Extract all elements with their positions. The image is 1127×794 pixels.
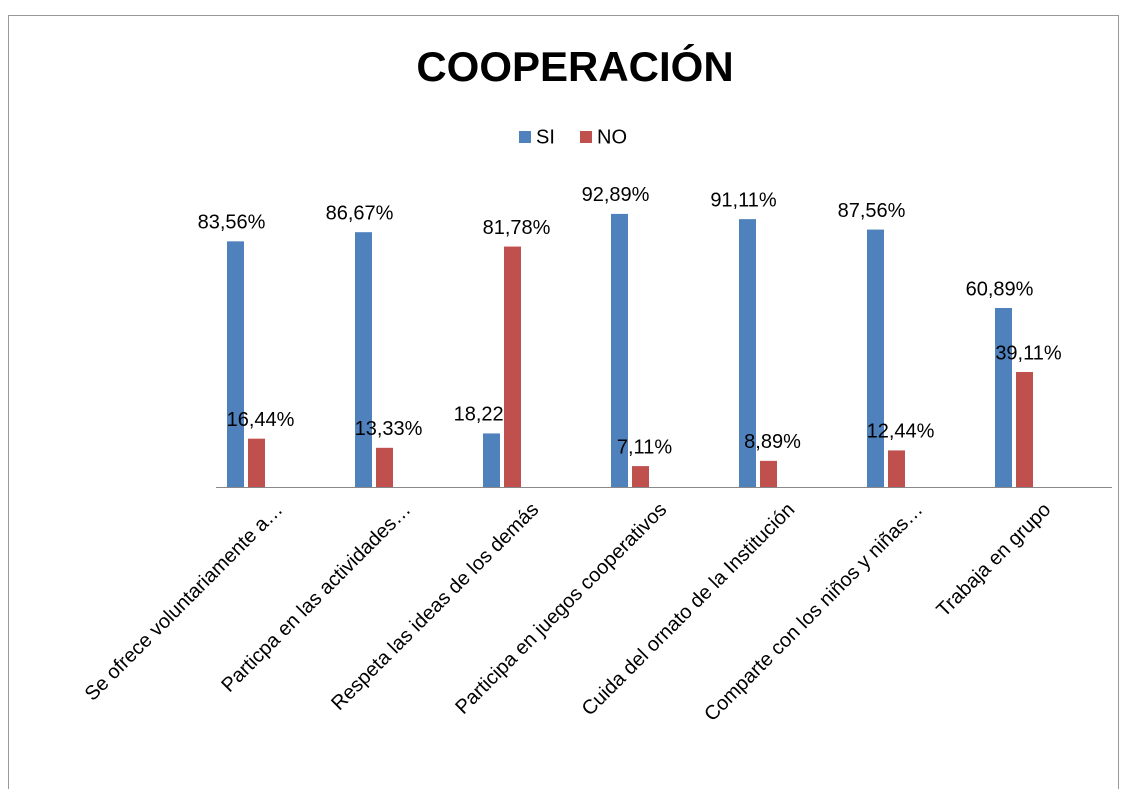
legend-label: NO	[597, 126, 627, 148]
data-label: 86,67%	[326, 202, 394, 224]
bar	[1016, 372, 1033, 487]
bar	[611, 213, 628, 488]
bar	[888, 450, 905, 487]
chart-frame	[8, 15, 1119, 794]
data-label: 8,89%	[744, 431, 801, 453]
legend-swatch	[519, 131, 531, 143]
bar	[995, 307, 1012, 487]
bar	[504, 246, 521, 487]
data-label: 60,89%	[966, 278, 1034, 300]
bar	[739, 219, 756, 487]
data-label: 13,33%	[355, 418, 423, 440]
data-label: 16,44%	[227, 409, 295, 431]
data-label: 7,11%	[617, 436, 672, 458]
bar	[248, 438, 265, 487]
bar	[760, 460, 777, 487]
chart-title: COOPERACIÓN	[416, 42, 733, 90]
bar	[632, 466, 649, 487]
legend-swatch	[580, 131, 592, 143]
data-label: 81,78%	[483, 217, 551, 239]
bar	[355, 232, 372, 487]
data-label: 92,89%	[582, 184, 650, 206]
data-label: 91,11%	[710, 189, 777, 211]
bar	[227, 241, 244, 487]
data-label: 83,56%	[198, 212, 266, 234]
data-label: 39,11%	[995, 342, 1062, 364]
bar	[376, 447, 393, 487]
bar	[483, 433, 500, 487]
bar	[867, 229, 884, 487]
legend-label: SI	[536, 126, 555, 148]
data-label: 87,56%	[838, 200, 906, 222]
data-label: 12,44%	[867, 421, 935, 443]
